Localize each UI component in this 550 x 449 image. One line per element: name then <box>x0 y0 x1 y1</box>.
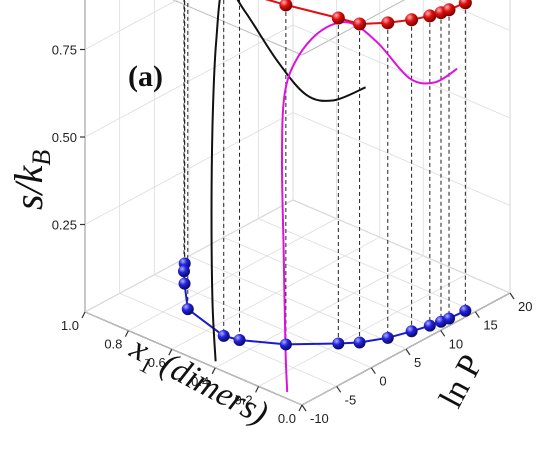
y-tick-label: -5 <box>345 392 357 407</box>
red-point <box>423 9 437 23</box>
back-wall <box>292 0 511 294</box>
x-tick-label: 0.4 <box>191 374 209 389</box>
grid-line <box>258 218 476 313</box>
y-tick <box>336 386 342 393</box>
blue-point <box>353 336 366 349</box>
x-tick-label: 0.2 <box>235 392 253 407</box>
x-tick <box>124 330 129 337</box>
x-tick <box>211 367 216 375</box>
y-tick-label: -10 <box>310 411 329 426</box>
series-line-magenta <box>280 21 458 393</box>
blue-point <box>177 265 190 278</box>
grid-line <box>292 112 511 206</box>
drop-lines <box>183 0 466 345</box>
blue-point <box>459 304 472 317</box>
grid-line <box>154 274 372 369</box>
blue-point <box>279 338 292 351</box>
y-tick-label: 15 <box>483 318 497 333</box>
blue-point <box>181 303 194 316</box>
x-axis-label-rest: (dimers) <box>147 342 274 433</box>
x-tick-label: 0.0 <box>278 411 296 426</box>
series-line-black <box>210 0 367 362</box>
grid-line <box>84 311 303 406</box>
grid-line <box>292 199 511 294</box>
z-axis-label-sub: B <box>27 150 56 166</box>
blue-point <box>381 331 394 344</box>
blue-point <box>405 325 418 338</box>
y-tick <box>509 292 515 300</box>
panel-label: (a) <box>128 60 163 93</box>
y-tick <box>405 348 411 356</box>
x-tick <box>81 311 86 319</box>
y-tick <box>370 367 376 374</box>
x-tick-label: 0.6 <box>148 355 166 370</box>
red-point <box>331 11 345 25</box>
y-tick-label: 10 <box>449 336 463 351</box>
x-tick <box>255 386 260 393</box>
series-layer <box>177 0 472 393</box>
blue-point <box>423 319 436 332</box>
blue-point <box>332 337 345 350</box>
z-axis-label: s/kB <box>6 150 56 210</box>
y-tick <box>474 311 480 318</box>
x-tick-label: 0.8 <box>104 337 122 352</box>
red-point <box>458 0 472 10</box>
y-tick <box>301 404 307 412</box>
red-point <box>279 0 293 12</box>
red-point <box>405 13 419 27</box>
grid-line <box>437 0 511 31</box>
red-point <box>442 3 456 17</box>
tick-labels: 1.000.750.500.251.00.80.60.40.20.0-10-50… <box>52 43 533 427</box>
y-tick-label: 20 <box>518 299 532 314</box>
y-tick <box>440 330 446 337</box>
x-tick <box>298 404 303 412</box>
grid-line <box>188 255 407 350</box>
grid-line <box>223 236 441 331</box>
red-point <box>353 17 367 31</box>
blue-point <box>233 334 246 347</box>
z-tick-label: 0.25 <box>52 218 77 233</box>
y-tick-label: 0 <box>379 374 386 389</box>
blue-point <box>443 312 456 325</box>
red-point <box>381 16 395 30</box>
z-tick-label: 0.75 <box>52 43 77 58</box>
x-tick-label: 1.0 <box>61 318 79 333</box>
y-tick-label: 5 <box>414 355 421 370</box>
z-tick-label: 0.50 <box>52 130 77 145</box>
x-tick <box>168 348 173 356</box>
blue-point <box>178 277 191 290</box>
blue-point <box>217 329 230 342</box>
y-axis-label: ln P <box>432 349 490 414</box>
z-axis-label-main: s/k <box>6 164 51 210</box>
